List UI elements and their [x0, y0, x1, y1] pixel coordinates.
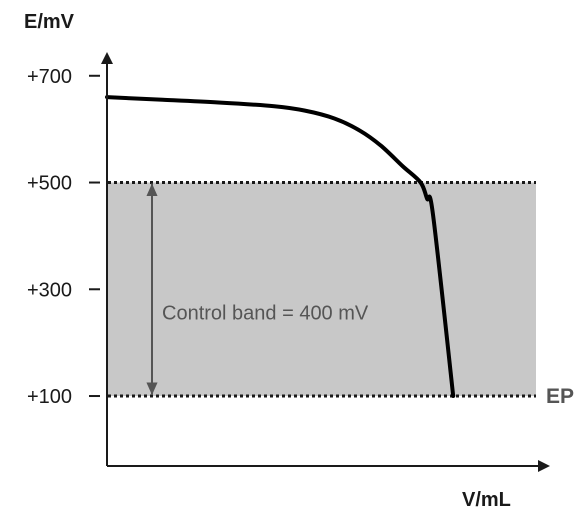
y-ticks: +700 +500 +300 +100	[27, 66, 100, 408]
control-band-label: Control band = 400 mV	[162, 302, 369, 324]
reference-lines: EP	[108, 181, 574, 408]
control-band	[108, 182, 536, 397]
y-tick-label: +500	[27, 173, 72, 195]
x-axis-arrowhead	[538, 460, 550, 472]
y-tick-label: +300	[27, 279, 72, 301]
x-axis-title: V/mL	[462, 489, 511, 511]
titration-curve	[105, 95, 456, 398]
y-axis-arrowhead	[101, 52, 113, 64]
y-axis-title: E/mV	[24, 11, 75, 33]
y-tick-label: +700	[27, 66, 72, 88]
y-tick-label: +100	[27, 386, 72, 408]
reference-line-label: EP	[546, 385, 574, 408]
